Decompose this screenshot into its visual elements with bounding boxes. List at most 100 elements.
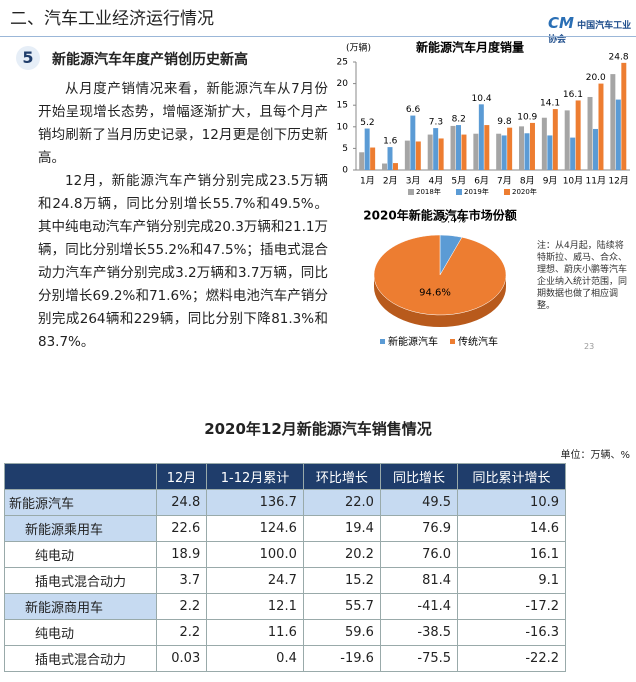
value-label: 9.8: [497, 117, 512, 127]
header-cell: 同比累计增长: [457, 463, 566, 490]
row-label: 纯电动: [4, 619, 157, 646]
table-unit: 单位：万辆、%: [560, 450, 630, 461]
bar: [575, 100, 581, 170]
x-tick-label: 4月: [429, 176, 444, 187]
x-tick-label: 10月: [563, 176, 583, 187]
table-row: 纯电动 18.9 100.0 20.2 76.0 16.1: [4, 541, 566, 568]
bar: [593, 128, 598, 170]
number-cell: -38.5: [379, 619, 459, 646]
number-cell: 19.4: [302, 515, 381, 542]
y-tick-label: 20: [337, 79, 349, 89]
row-label: 插电式混合动力: [4, 645, 157, 672]
bar: [382, 163, 388, 170]
x-tick-label: 8月: [520, 176, 535, 187]
legend-label: 2019年: [464, 187, 489, 196]
bar: [621, 62, 627, 170]
number-cell: -17.2: [457, 593, 566, 620]
sales-table: 12月 1-12月累计 环比增长 同比增长 同比累计增长 新能源汽车 24.8 136.7 22…: [4, 463, 566, 672]
number-cell: 24.7: [206, 567, 304, 594]
bar: [427, 134, 433, 170]
bar: [570, 137, 576, 170]
bar: [461, 134, 467, 170]
value-label: 94.6%: [419, 288, 451, 299]
header-title: 二、汽车工业经济运行情况: [10, 9, 214, 29]
number-cell: 20.2: [302, 541, 381, 568]
bar: [433, 128, 439, 170]
number-cell: 2.2: [155, 593, 208, 620]
y-tick-label: 25: [337, 58, 348, 68]
chart-title: 新能源汽车月度销量: [416, 40, 524, 55]
number-cell: 124.6: [206, 515, 304, 542]
table-row: 新能源商用车 2.2 12.1 55.7 -41.4 -17.2: [4, 593, 566, 620]
row-label: 新能源商用车: [4, 593, 157, 620]
legend-swatch: [380, 339, 385, 344]
x-tick-label: 11月: [586, 176, 606, 187]
number-cell: 24.8: [155, 489, 208, 516]
bar: [392, 163, 398, 170]
chart-title: 2020年新能源汽车市场份额: [363, 208, 516, 223]
header-cell: 同比增长: [379, 463, 459, 490]
bar: [410, 115, 416, 170]
number-cell: -75.5: [379, 645, 459, 672]
page-number: 23: [584, 342, 595, 351]
table-row: 新能源乘用车 22.6 124.6 19.4 76.9 14.6: [4, 515, 566, 542]
bar: [456, 125, 461, 170]
value-label: 8.2: [452, 115, 466, 125]
header-cell: 12月: [155, 463, 208, 490]
bar: [359, 152, 365, 170]
number-cell: 100.0: [206, 541, 304, 568]
note: 注：从4月起，陆续将特斯拉、威马、合众、理想、蔚庆小鹏等汽车企业纳入统计范围，同…: [537, 241, 628, 311]
number-cell: 11.6: [206, 619, 304, 646]
pie-side: [374, 275, 506, 327]
paragraph: 12月，新能源汽车产销分别完成23.5万辆和24.8万辆，同比分别增长55.7%…: [38, 173, 328, 350]
value-label: 10.9: [517, 112, 537, 122]
number-cell: 55.7: [302, 593, 381, 620]
row-label: 新能源乘用车: [4, 515, 157, 542]
value-label: 14.1: [540, 99, 560, 109]
number-cell: 0.03: [155, 645, 208, 672]
number-cell: 81.4: [379, 567, 459, 594]
bar: [552, 109, 558, 170]
y-tick-label: 10: [337, 122, 349, 132]
bar: [615, 99, 621, 170]
x-tick-label: 1月: [360, 176, 375, 187]
number-cell: 22.6: [155, 515, 208, 542]
number-cell: 14.6: [457, 515, 566, 542]
bar: [404, 140, 410, 170]
bar: [473, 133, 479, 170]
number-cell: -19.6: [302, 645, 381, 672]
legend-swatch: [450, 339, 455, 344]
number-cell: 49.5: [379, 489, 459, 516]
row-label: 新能源汽车: [4, 489, 157, 516]
legend-swatch: [408, 189, 414, 195]
bar: [547, 135, 553, 170]
y-tick-label: 0: [342, 166, 348, 176]
value-label: 6.6: [406, 105, 421, 115]
section-number: 5: [16, 46, 40, 70]
header-cell: [4, 463, 157, 490]
number-cell: -16.3: [457, 619, 566, 646]
bar: [564, 110, 570, 170]
value-label: 20.0: [586, 73, 606, 83]
header-cell: 环比增长: [302, 463, 381, 490]
header-rule: [0, 36, 636, 37]
paragraph: 从月度产销情况来看，新能源汽车从7月份开始呈现增长态势，增幅逐渐扩大，且每个月产…: [38, 81, 328, 166]
number-cell: 59.6: [302, 619, 381, 646]
value-label: 16.1: [563, 90, 583, 100]
number-cell: 136.7: [206, 489, 304, 516]
value-label: 5.2: [360, 118, 374, 128]
number-cell: 3.7: [155, 567, 208, 594]
bar: [478, 104, 484, 170]
x-tick-label: 3月: [406, 176, 421, 187]
bar: [496, 133, 502, 170]
bar: [438, 138, 444, 170]
number-cell: 2.2: [155, 619, 208, 646]
x-tick-label: 9月: [543, 176, 558, 187]
number-cell: 22.0: [302, 489, 381, 516]
table-row: 插电式混合动力 0.03 0.4 -19.6 -75.5 -22.2: [4, 645, 566, 672]
number-cell: -22.2: [457, 645, 566, 672]
number-cell: 9.1: [457, 567, 566, 594]
value-label: 1.6: [383, 137, 398, 147]
bar: [587, 96, 593, 170]
